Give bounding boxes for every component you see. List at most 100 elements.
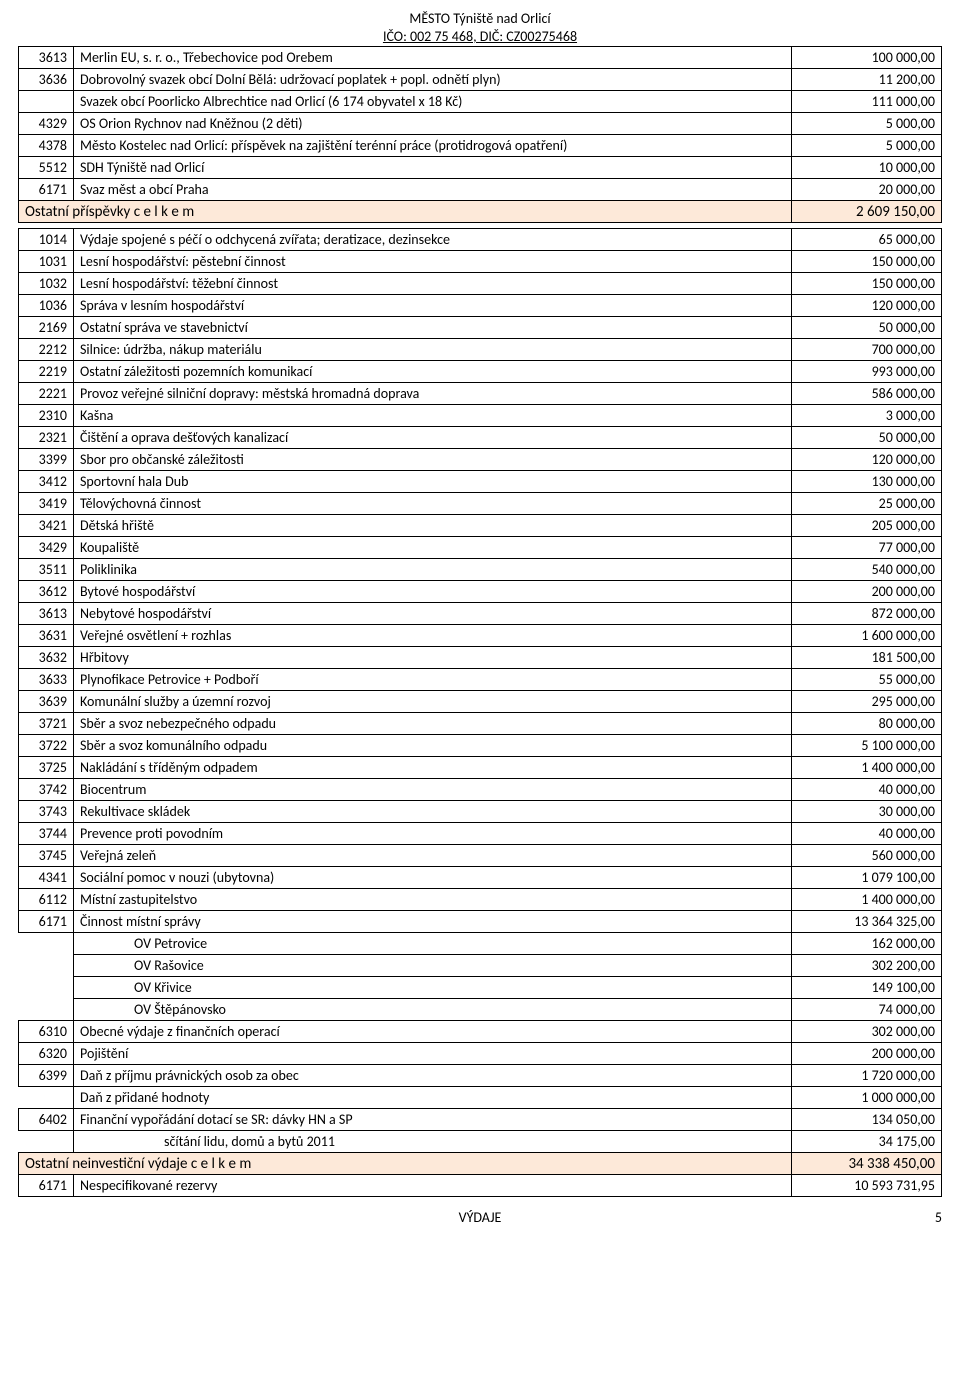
row-desc: Místní zastupitelstvo [74, 889, 792, 911]
row-value: 1 600 000,00 [792, 625, 942, 647]
row-desc: Provoz veřejné silniční dopravy: městská… [74, 383, 792, 405]
row-desc: sčítání lidu, domů a bytů 2011 [74, 1131, 792, 1153]
row-value: 5 000,00 [792, 113, 942, 135]
row-value: 1 720 000,00 [792, 1065, 942, 1087]
row-code: 3721 [19, 713, 74, 735]
row-code: 3744 [19, 823, 74, 845]
table-row: Daň z přidané hodnoty1 000 000,00 [19, 1087, 942, 1109]
page-footer: VÝDAJE 5 [18, 1209, 942, 1229]
row-value: 65 000,00 [792, 229, 942, 251]
row-value: 3 000,00 [792, 405, 942, 427]
row-desc: Rekultivace skládek [74, 801, 792, 823]
table-row: 6171Svaz měst a obcí Praha20 000,00 [19, 179, 942, 201]
row-value: 111 000,00 [792, 91, 942, 113]
row-code: 6171 [19, 1175, 74, 1197]
table-row: 3419Tělovýchovná činnost25 000,00 [19, 493, 942, 515]
table-row: 2169Ostatní správa ve stavebnictví50 000… [19, 317, 942, 339]
table-row: 3721Sběr a svoz nebezpečného odpadu80 00… [19, 713, 942, 735]
row-code: 2321 [19, 427, 74, 449]
row-code: 6402 [19, 1109, 74, 1131]
table-row: 3613Nebytové hospodářství872 000,00 [19, 603, 942, 625]
row-value: 120 000,00 [792, 449, 942, 471]
row-desc: SDH Týniště nad Orlicí [74, 157, 792, 179]
row-desc: Plynofikace Petrovice + Podboří [74, 669, 792, 691]
row-value: 74 000,00 [792, 999, 942, 1021]
row-desc: Daň z přidané hodnoty [74, 1087, 792, 1109]
row-value: 205 000,00 [792, 515, 942, 537]
row-code: 1036 [19, 295, 74, 317]
table-row: sčítání lidu, domů a bytů 201134 175,00 [19, 1131, 942, 1153]
table-row: 3429Koupaliště77 000,00 [19, 537, 942, 559]
row-value: 100 000,00 [792, 47, 942, 69]
row-value: 20 000,00 [792, 179, 942, 201]
table-row: 3639Komunální služby a územní rozvoj295 … [19, 691, 942, 713]
row-desc: Koupaliště [74, 537, 792, 559]
row-desc: Město Kostelec nad Orlicí: příspěvek na … [74, 135, 792, 157]
row-code: 3419 [19, 493, 74, 515]
row-value: 134 050,00 [792, 1109, 942, 1131]
table-row: 3745Veřejná zeleň560 000,00 [19, 845, 942, 867]
table-row: 3722Sběr a svoz komunálního odpadu5 100 … [19, 735, 942, 757]
row-desc: Pojištění [74, 1043, 792, 1065]
table-row: 4378Město Kostelec nad Orlicí: příspěvek… [19, 135, 942, 157]
row-code: 3631 [19, 625, 74, 647]
row-desc: Ostatní správa ve stavebnictví [74, 317, 792, 339]
row-desc: OV Štěpánovsko [74, 999, 792, 1021]
row-code: 3399 [19, 449, 74, 471]
row-value: 1 400 000,00 [792, 757, 942, 779]
row-desc: Dětská hřiště [74, 515, 792, 537]
table-row: 2212Silnice: údržba, nákup materiálu700 … [19, 339, 942, 361]
row-code [19, 955, 74, 977]
table-row: 3421Dětská hřiště205 000,00 [19, 515, 942, 537]
table-row: 3511Poliklinika540 000,00 [19, 559, 942, 581]
row-desc: Obecné výdaje z finančních operací [74, 1021, 792, 1043]
row-desc: Ostatní záležitosti pozemních komunikací [74, 361, 792, 383]
table-row: 2219Ostatní záležitosti pozemních komuni… [19, 361, 942, 383]
table-row: 6402Finanční vypořádání dotací se SR: dá… [19, 1109, 942, 1131]
page-header: MĚSTO Týniště nad Orlicí IČO: 002 75 468… [18, 10, 942, 46]
row-value: 700 000,00 [792, 339, 942, 361]
row-code: 3722 [19, 735, 74, 757]
row-desc: Čištění a oprava dešťových kanalizací [74, 427, 792, 449]
row-value: 10 593 731,95 [792, 1175, 942, 1197]
table-row: 3725Nakládání s tříděným odpadem1 400 00… [19, 757, 942, 779]
row-code: 4329 [19, 113, 74, 135]
row-value: 80 000,00 [792, 713, 942, 735]
table-row: 3631Veřejné osvětlení + rozhlas1 600 000… [19, 625, 942, 647]
row-value: 1 400 000,00 [792, 889, 942, 911]
row-desc: Poliklinika [74, 559, 792, 581]
row-desc: Sportovní hala Dub [74, 471, 792, 493]
table-row: 4341Sociální pomoc v nouzi (ubytovna)1 0… [19, 867, 942, 889]
row-value: 10 000,00 [792, 157, 942, 179]
table-row: 3633Plynofikace Petrovice + Podboří55 00… [19, 669, 942, 691]
row-value: 150 000,00 [792, 251, 942, 273]
table-row: Svazek obcí Poorlicko Albrechtice nad Or… [19, 91, 942, 113]
row-code [19, 1087, 74, 1109]
table-row: 3743Rekultivace skládek30 000,00 [19, 801, 942, 823]
row-code [19, 999, 74, 1021]
table-row: OV Křivice149 100,00 [19, 977, 942, 999]
row-value: 120 000,00 [792, 295, 942, 317]
total-label: Ostatní neinvestiční výdaje c e l k e m [19, 1153, 792, 1175]
total-row: Ostatní neinvestiční výdaje c e l k e m3… [19, 1153, 942, 1175]
row-desc: Sběr a svoz nebezpečného odpadu [74, 713, 792, 735]
table-row: 2310Kašna3 000,00 [19, 405, 942, 427]
row-code: 2221 [19, 383, 74, 405]
row-code: 4341 [19, 867, 74, 889]
row-code [19, 1131, 74, 1153]
row-code: 6310 [19, 1021, 74, 1043]
row-value: 181 500,00 [792, 647, 942, 669]
table-row: 3613Merlin EU, s. r. o., Třebechovice po… [19, 47, 942, 69]
row-desc: Prevence proti povodním [74, 823, 792, 845]
row-code: 2219 [19, 361, 74, 383]
total-label: Ostatní příspěvky c e l k e m [19, 201, 792, 223]
row-desc: Silnice: údržba, nákup materiálu [74, 339, 792, 361]
row-code: 4378 [19, 135, 74, 157]
row-value: 30 000,00 [792, 801, 942, 823]
table-row: 1031Lesní hospodářství: pěstební činnost… [19, 251, 942, 273]
table-row: 2221Provoz veřejné silniční dopravy: měs… [19, 383, 942, 405]
table-row: 1032Lesní hospodářství: těžební činnost1… [19, 273, 942, 295]
row-code: 6171 [19, 179, 74, 201]
row-code: 3639 [19, 691, 74, 713]
table-row: 3412Sportovní hala Dub130 000,00 [19, 471, 942, 493]
